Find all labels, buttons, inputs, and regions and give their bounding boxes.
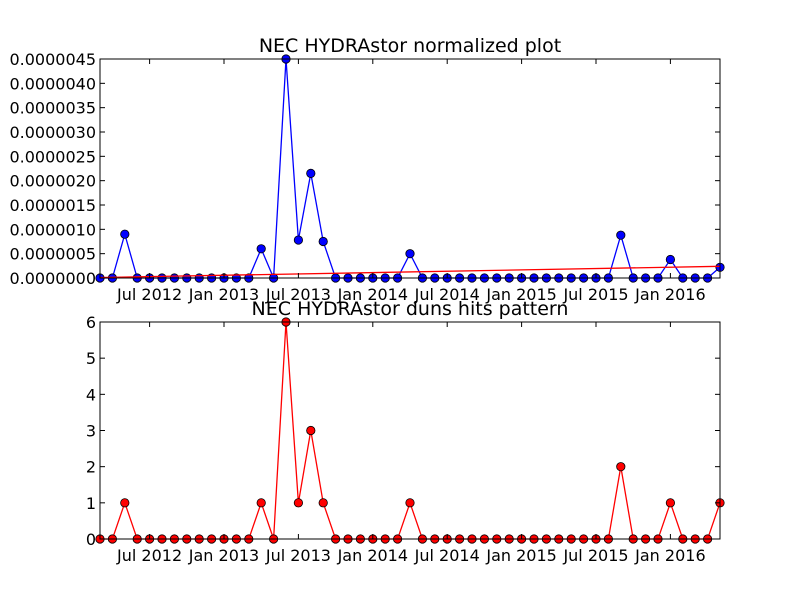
x-tick-label: Jan 2015 [485, 285, 556, 304]
x-tick-label: Jan 2016 [634, 546, 705, 565]
y-tick-label: 0.0000000 [9, 269, 96, 288]
y-tick-label: 0.0000035 [9, 99, 96, 118]
data-point [306, 168, 316, 178]
x-tick-label: Jul 2014 [414, 546, 480, 565]
data-point [405, 498, 415, 508]
axes-frame [99, 58, 721, 279]
x-tick-label: Jul 2013 [265, 285, 331, 304]
subplot-1: NEC HYDRAstor normalized plot 0.0000000 0.… [9, 35, 725, 304]
y-tick-label: 0.0000025 [9, 147, 96, 166]
y-tick-label: 5 [86, 349, 96, 368]
y-tick-label: 0.0000005 [9, 245, 96, 264]
y-tick-label: 0.0000040 [9, 74, 96, 93]
x-tick-label: Jan 2014 [337, 546, 408, 565]
chart-title: NEC HYDRAstor normalized plot [259, 35, 561, 57]
subplot-2: NEC HYDRAstor duns hits pattern 0 1 2 3 4 5 6 Ju… [86, 298, 725, 565]
data-point [405, 249, 415, 259]
y-tick-label: 0.0000020 [9, 172, 96, 191]
x-tick-label: Jan 2016 [634, 285, 705, 304]
y-tick-label: 0 [86, 530, 96, 549]
data-point [616, 230, 626, 240]
y-tick-label: 0.0000045 [9, 50, 96, 69]
y-tick-label: 0.0000030 [9, 123, 96, 142]
trend-line [99, 265, 721, 279]
data-point [256, 498, 266, 508]
data-point [665, 498, 676, 508]
x-tick-label: Jul 2015 [562, 285, 628, 304]
x-tick-label: Jan 2015 [485, 546, 556, 565]
data-point [616, 462, 626, 472]
data-point [318, 498, 328, 508]
x-tick-label: Jan 2013 [188, 546, 259, 565]
chart-title: NEC HYDRAstor duns hits pattern [252, 298, 569, 320]
data-point [120, 229, 130, 239]
y-tick-label: 1 [86, 494, 96, 513]
x-tick-label: Jan 2013 [188, 285, 259, 304]
data-point [306, 425, 316, 436]
y-tick-label: 2 [86, 458, 96, 477]
data-point [665, 254, 676, 265]
x-tick-label: Jul 2012 [116, 285, 182, 304]
x-tick-label: Jul 2013 [265, 546, 331, 565]
data-point [318, 236, 328, 247]
x-tick-label: Jul 2012 [116, 546, 182, 565]
y-tick-label: 0.0000015 [9, 196, 96, 215]
y-tick-label: 0.0000010 [9, 220, 96, 239]
y-tick-label: 6 [86, 313, 96, 332]
x-tick-label: Jul 2015 [562, 546, 628, 565]
x-tick-label: Jul 2014 [414, 285, 480, 304]
plot-area [95, 317, 725, 544]
data-point [293, 498, 303, 508]
data-point [293, 235, 303, 245]
plot-area [95, 54, 725, 283]
series-line [100, 58, 721, 279]
data-point [256, 244, 266, 254]
data-point [120, 498, 130, 508]
y-tick-label: 4 [86, 385, 96, 404]
x-tick-label: Jan 2014 [337, 285, 408, 304]
y-tick-label: 3 [86, 422, 96, 441]
